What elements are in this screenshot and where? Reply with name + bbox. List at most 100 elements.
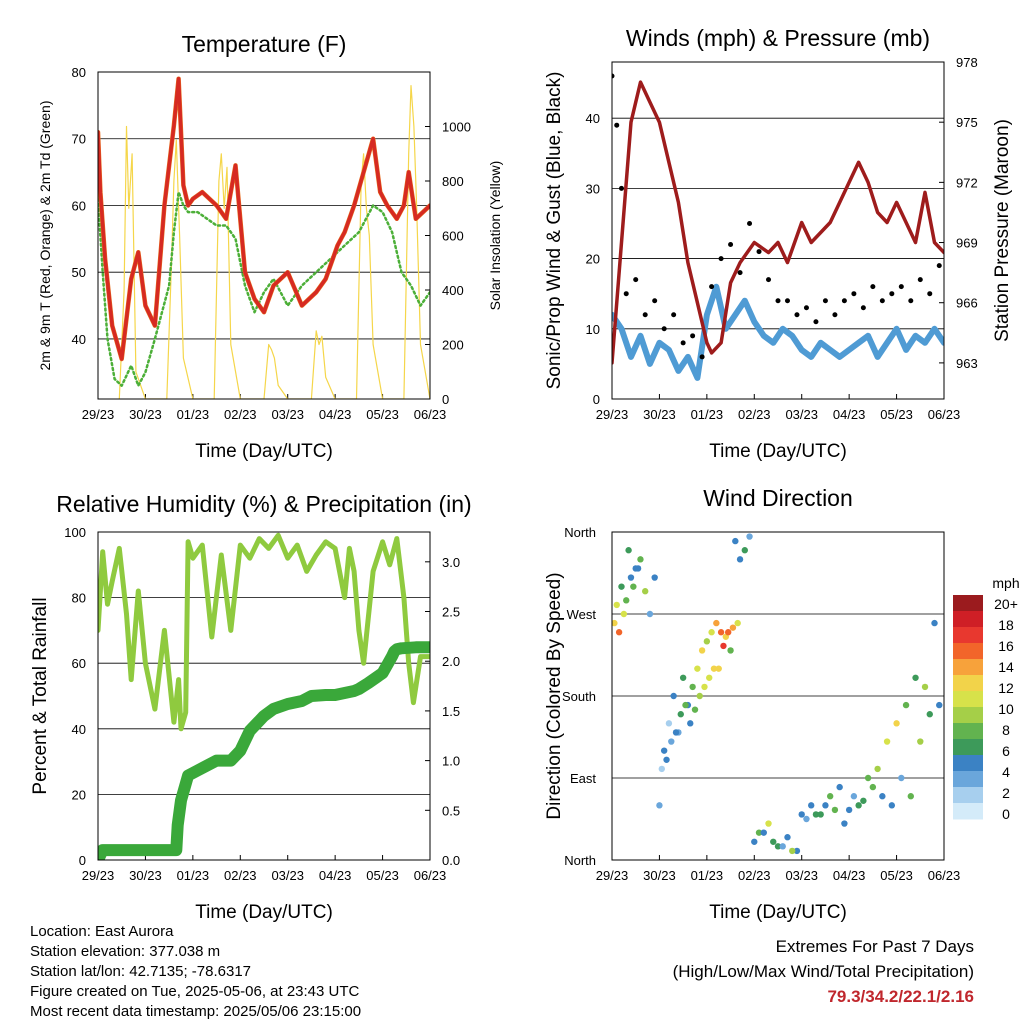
gust-point bbox=[794, 312, 800, 318]
temperature-ylabel: 2m & 9m T (Red, Orange) & 2m Td (Green) bbox=[37, 101, 53, 371]
direction-point bbox=[663, 756, 670, 763]
wind_direction-plot-area bbox=[612, 533, 943, 855]
temperature-y2tick-label: 200 bbox=[442, 338, 464, 353]
direction-point bbox=[665, 720, 673, 727]
temperature-xtick-label: 02/23 bbox=[224, 407, 257, 422]
wind_direction-ytick-label: North bbox=[564, 525, 596, 540]
recent-text: Most recent data timestamp: 2025/05/06 2… bbox=[30, 1003, 362, 1020]
extremes-values: 79.3/34.2/22.1/2.16 bbox=[827, 987, 974, 1006]
extremes-title: Extremes For Past 7 Days bbox=[775, 937, 974, 956]
wind_direction-ytick-label: South bbox=[562, 689, 596, 704]
temp-2m-line bbox=[98, 76, 430, 361]
wind_direction-xtick-label: 29/23 bbox=[596, 868, 629, 883]
gust-point bbox=[775, 298, 781, 304]
winds-xtick-label: 30/23 bbox=[643, 407, 676, 422]
direction-point bbox=[698, 647, 706, 654]
direction-point bbox=[613, 601, 620, 609]
wind_direction-xtick-label: 02/23 bbox=[738, 868, 771, 883]
wind_direction-ytick-label: East bbox=[570, 771, 596, 786]
direction-point bbox=[826, 793, 834, 800]
gust-point bbox=[652, 298, 658, 304]
direction-point bbox=[706, 674, 713, 681]
colorbar-swatch bbox=[953, 739, 983, 756]
wind-speed-line bbox=[612, 283, 944, 381]
wind_direction-xtick-label: 30/23 bbox=[643, 868, 676, 883]
humidity-y2tick-label: 2.5 bbox=[442, 605, 460, 620]
gust-point bbox=[803, 305, 809, 311]
direction-point bbox=[793, 847, 801, 855]
gust-point bbox=[822, 298, 828, 304]
direction-point bbox=[637, 556, 644, 563]
gust-point bbox=[813, 319, 819, 325]
winds-y2tick-label: 969 bbox=[956, 236, 978, 251]
direction-point bbox=[879, 793, 886, 800]
direction-point bbox=[798, 811, 805, 818]
direction-point bbox=[751, 838, 758, 845]
winds-xtick-label: 01/23 bbox=[691, 407, 724, 422]
wind_direction-frame bbox=[611, 531, 945, 861]
temperature-xtick-label: 04/23 bbox=[319, 407, 352, 422]
direction-point bbox=[883, 738, 891, 745]
winds-xtick-label: 04/23 bbox=[833, 407, 866, 422]
latlon-text: Station lat/lon: 42.7135; -78.6317 bbox=[30, 963, 252, 980]
temperature-xtick-label: 03/23 bbox=[271, 407, 304, 422]
winds-y2tick-label: 972 bbox=[956, 175, 978, 190]
location-text: Location: East Aurora bbox=[30, 923, 174, 940]
direction-point bbox=[936, 701, 943, 709]
winds-frame bbox=[611, 61, 945, 400]
direction-point bbox=[734, 619, 741, 627]
direction-point bbox=[741, 547, 748, 554]
humidity-ytick-label: 60 bbox=[72, 656, 86, 671]
gust-point bbox=[623, 291, 629, 297]
direction-point bbox=[625, 547, 632, 554]
colorbar-label: 8 bbox=[1002, 722, 1010, 738]
station-info: Location: East Aurora Station elevation:… bbox=[30, 922, 361, 1022]
direction-point bbox=[803, 815, 810, 823]
colorbar-label: 20+ bbox=[994, 596, 1018, 612]
gust-point bbox=[870, 284, 876, 290]
humidity-ytick-label: 80 bbox=[72, 591, 86, 606]
colorbar-swatch bbox=[953, 755, 983, 772]
wind_direction-xtick-label: 03/23 bbox=[785, 868, 818, 883]
humidity-xtick-label: 01/23 bbox=[177, 868, 210, 883]
direction-point bbox=[612, 619, 618, 627]
temperature-y2tick-label: 600 bbox=[442, 229, 464, 244]
gust-point bbox=[728, 242, 734, 248]
winds-xtick-label: 06/23 bbox=[928, 407, 961, 422]
direction-point bbox=[888, 802, 896, 809]
humidity-xtick-label: 29/23 bbox=[82, 868, 115, 883]
direction-point bbox=[893, 720, 900, 727]
gust-point bbox=[784, 298, 790, 304]
gust-point bbox=[756, 249, 762, 255]
temperature-xtick-label: 06/23 bbox=[414, 407, 447, 422]
gust-point bbox=[699, 354, 705, 360]
winds-ytick-label: 0 bbox=[593, 392, 600, 407]
humidity-xtick-label: 04/23 bbox=[319, 868, 352, 883]
temperature-y2label: Solar Insolation (Yellow) bbox=[487, 161, 503, 311]
winds-y2tick-label: 975 bbox=[956, 115, 978, 130]
gust-point bbox=[709, 284, 715, 290]
direction-point bbox=[822, 802, 829, 809]
gust-point bbox=[889, 291, 895, 297]
direction-point bbox=[634, 565, 642, 572]
gust-point bbox=[860, 305, 866, 311]
temperature-title: Temperature (F) bbox=[182, 31, 347, 57]
direction-point bbox=[620, 610, 628, 618]
humidity-y2tick-label: 0.0 bbox=[442, 853, 460, 868]
colorbar-swatch bbox=[953, 675, 983, 692]
humidity-y2tick-label: 0.5 bbox=[442, 803, 460, 818]
temperature-xtick-label: 01/23 bbox=[177, 407, 210, 422]
direction-point bbox=[755, 829, 763, 836]
solar-insolation-line bbox=[118, 84, 430, 399]
gust-point bbox=[766, 277, 772, 283]
direction-point bbox=[651, 574, 658, 581]
colorbar-title: mph bbox=[992, 575, 1019, 591]
precip-line bbox=[98, 641, 430, 860]
direction-point bbox=[860, 797, 867, 804]
direction-point bbox=[864, 774, 872, 782]
humidity-ytick-label: 40 bbox=[72, 722, 86, 737]
colorbar-swatch bbox=[953, 787, 983, 804]
gust-point bbox=[671, 312, 677, 318]
colorbar-swatch bbox=[953, 595, 983, 612]
wind_direction-ytick-label: North bbox=[564, 853, 596, 868]
